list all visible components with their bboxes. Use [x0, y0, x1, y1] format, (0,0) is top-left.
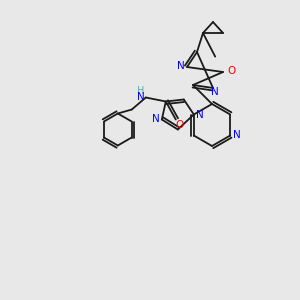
Text: O: O	[227, 66, 235, 76]
Text: N: N	[233, 130, 241, 140]
Text: H: H	[137, 85, 145, 95]
Text: N: N	[196, 110, 204, 121]
Text: N: N	[137, 92, 145, 103]
Text: N: N	[152, 113, 160, 124]
Text: O: O	[176, 119, 184, 130]
Text: N: N	[177, 61, 185, 71]
Text: N: N	[211, 87, 219, 97]
